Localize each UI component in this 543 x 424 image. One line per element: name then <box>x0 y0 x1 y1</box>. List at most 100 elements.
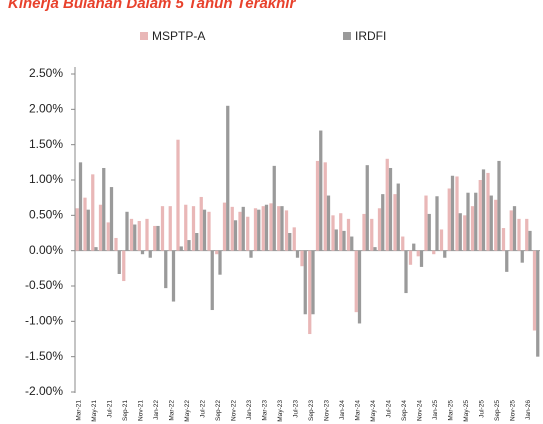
bar <box>412 243 416 251</box>
bar <box>137 220 141 251</box>
legend-label: IRDFI <box>355 29 386 43</box>
bar <box>284 210 289 251</box>
bar <box>122 250 126 282</box>
bar <box>447 188 451 251</box>
bar <box>114 237 118 251</box>
x-tick-label: Jan-23 <box>246 400 253 420</box>
bar <box>257 209 261 251</box>
bar <box>404 250 408 294</box>
bar <box>346 218 351 251</box>
bar <box>94 247 98 251</box>
bar <box>153 225 157 251</box>
bar <box>486 172 490 251</box>
bar <box>78 162 83 251</box>
bar <box>303 250 307 315</box>
bar <box>241 206 245 251</box>
x-tick-label: Jan-26 <box>525 400 532 420</box>
chart-title: Kinerja Bulanan Dalam 5 Tahun Terakhir <box>8 0 296 12</box>
bar <box>396 183 400 251</box>
bar <box>277 206 281 251</box>
bar <box>308 250 312 335</box>
bar <box>195 233 199 251</box>
bar <box>342 230 346 251</box>
bar <box>323 162 327 251</box>
bar <box>494 199 498 251</box>
x-tick-label: Nov-25 <box>510 400 517 421</box>
bar <box>133 224 137 251</box>
legend-label: MSPTP-A <box>152 29 205 43</box>
bar <box>427 213 431 251</box>
bar <box>249 250 253 258</box>
bar <box>238 211 242 251</box>
bar <box>331 215 335 251</box>
bar <box>450 175 455 251</box>
legend-swatch <box>343 32 351 40</box>
bar <box>381 194 385 251</box>
bar <box>300 250 304 267</box>
bar <box>455 176 459 251</box>
bar <box>117 250 121 274</box>
bar <box>109 187 114 251</box>
bar <box>207 211 211 251</box>
y-tick-label: 0.00% <box>29 243 63 257</box>
y-tick-label: 0.50% <box>29 208 63 222</box>
bar <box>140 250 145 255</box>
x-tick-label: Sep-22 <box>215 400 222 421</box>
x-tick-label: May-24 <box>370 400 377 422</box>
bar <box>319 130 323 251</box>
bar <box>435 196 439 251</box>
x-tick-label: May-22 <box>184 400 191 422</box>
x-tick-label: Sep-21 <box>122 400 129 421</box>
bar <box>370 218 374 251</box>
bar <box>295 250 300 258</box>
bar <box>75 208 79 251</box>
x-tick-label: Jan-25 <box>432 400 439 420</box>
bar <box>272 165 276 251</box>
x-tick-label: Nov-22 <box>231 400 238 421</box>
y-tick-label: 1.00% <box>29 172 63 186</box>
bar <box>199 196 203 251</box>
bar <box>474 192 478 251</box>
bar <box>187 240 191 251</box>
bar <box>339 213 343 251</box>
bar <box>171 250 176 302</box>
bar <box>520 250 524 263</box>
bar <box>466 192 470 251</box>
x-tick-label: Jan-24 <box>339 400 346 420</box>
bar <box>179 246 183 251</box>
bar <box>501 228 506 251</box>
bar <box>91 174 95 251</box>
bar <box>288 233 292 251</box>
bar <box>264 204 269 251</box>
bar <box>215 250 219 255</box>
bar <box>125 211 129 251</box>
bar <box>176 139 180 251</box>
bar <box>432 250 436 255</box>
bar <box>373 247 377 251</box>
x-tick-label: Sep-25 <box>494 400 501 421</box>
bar <box>222 202 227 251</box>
bar <box>489 195 493 251</box>
bar <box>218 250 222 275</box>
bar <box>536 250 540 357</box>
x-tick-label: Jul-21 <box>107 400 114 418</box>
bar <box>315 160 320 251</box>
x-tick-label: Mar-25 <box>448 400 455 421</box>
y-tick-label: -2.00% <box>25 384 63 398</box>
bar <box>478 180 482 251</box>
y-tick-label: -1.50% <box>25 349 63 363</box>
bar <box>164 250 168 289</box>
bar <box>311 250 315 315</box>
bar <box>160 206 165 251</box>
x-tick-label: Sep-23 <box>308 400 315 421</box>
bar <box>481 169 486 251</box>
bar <box>261 206 265 251</box>
bar <box>202 209 207 251</box>
bar <box>505 250 509 272</box>
x-tick-label: Jul-22 <box>200 400 207 418</box>
x-tick-label: Jul-24 <box>386 400 393 418</box>
bar <box>443 250 447 258</box>
x-tick-label: Mar-21 <box>76 400 83 421</box>
bar <box>377 208 382 251</box>
bar <box>408 250 413 265</box>
